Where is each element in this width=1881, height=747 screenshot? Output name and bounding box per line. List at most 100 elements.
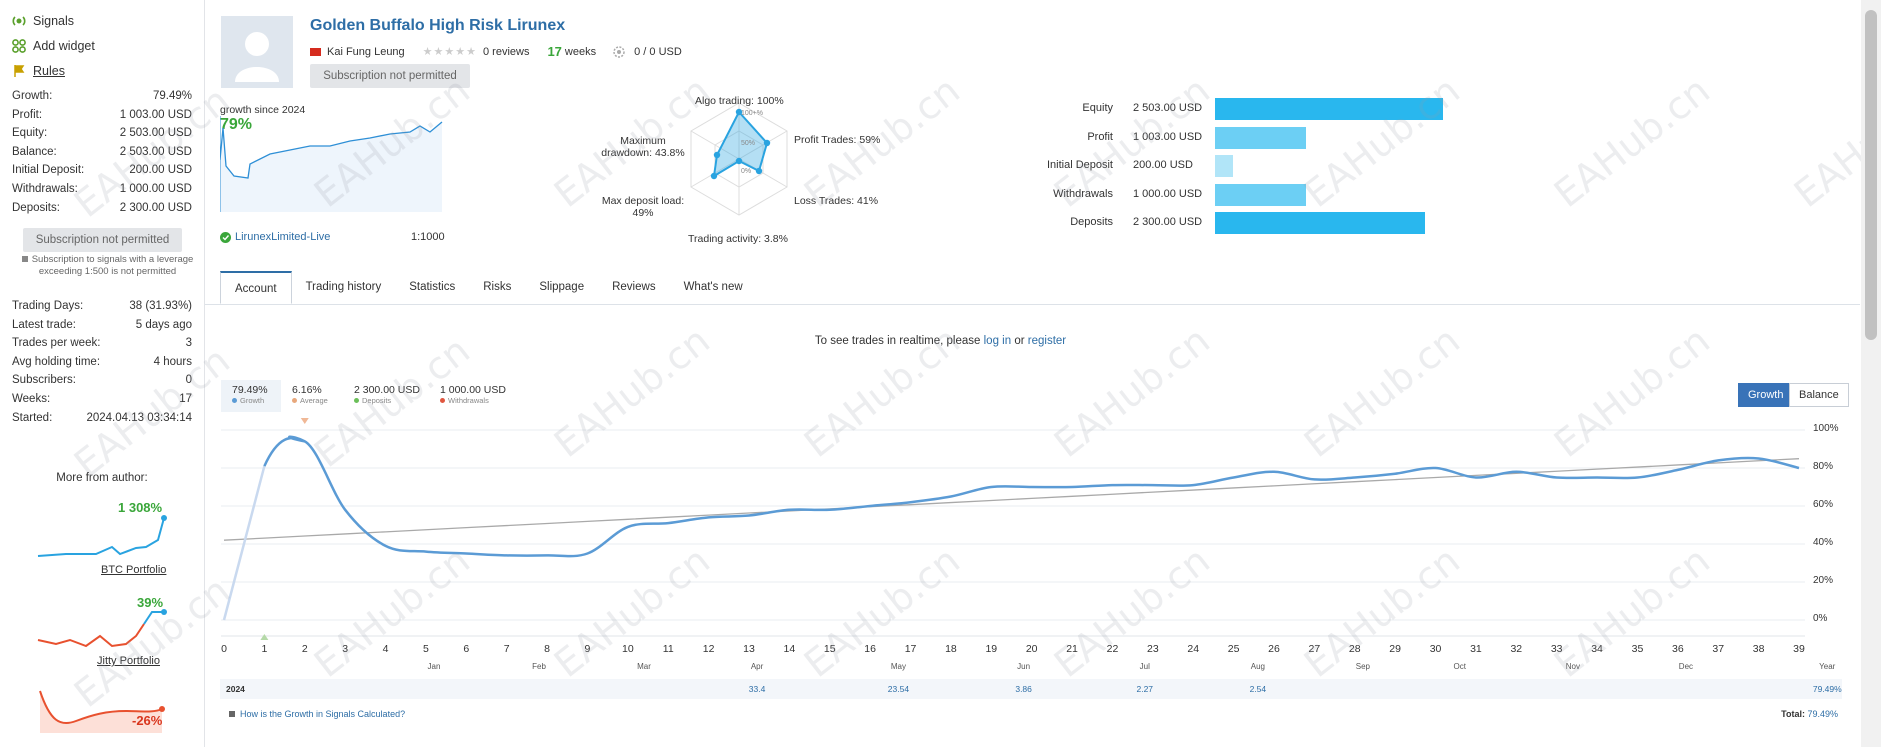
x-tick-label: 28 xyxy=(1348,643,1361,655)
bar-label-text-profit: Profit xyxy=(1087,130,1113,143)
bar-label-profit: Profit xyxy=(960,131,1113,145)
stat-value: 1 000.00 USD xyxy=(119,183,192,195)
legend-deposits-label: Deposits xyxy=(362,396,392,405)
leverage-note-text: Subscription to signals with a leverage … xyxy=(31,254,194,277)
leverage-value: 1:1000 xyxy=(411,231,445,243)
nav-signals[interactable]: Signals xyxy=(12,14,74,28)
x-tick-label: 23 xyxy=(1147,643,1159,655)
x-tick-label: 17 xyxy=(904,643,917,655)
balance-toggle-button[interactable]: Balance xyxy=(1789,383,1849,407)
growth-since-value: 79% xyxy=(220,116,253,133)
x-tick-label: 27 xyxy=(1308,643,1321,655)
radar-label-profit: Profit Trades: 59% xyxy=(794,134,881,146)
bar-label-text-deposits: Deposits xyxy=(1070,216,1113,228)
stat-row: Weeks: 17 xyxy=(12,393,192,405)
sidebar-subscribe-button[interactable]: Subscription not permitted xyxy=(23,228,182,252)
stat-label: Trading Days: xyxy=(12,300,84,312)
growth-since-label: growth since 2024 xyxy=(220,104,306,116)
author-name[interactable]: Kai Fung Leung xyxy=(327,45,405,58)
stat-value: 0 xyxy=(185,374,192,387)
copy-stats: 0 / 0 USD xyxy=(634,45,682,58)
tab-slippage[interactable]: Slippage xyxy=(539,281,585,293)
x-tick-label: 4 xyxy=(382,643,389,655)
rules-icon xyxy=(14,65,25,77)
weeks-label: weeks xyxy=(564,45,597,58)
user-silhouette-icon xyxy=(235,32,279,82)
stat-row: Balance: 2 503.00 USD xyxy=(12,146,192,158)
bar-label-text-initial-deposit: Initial Deposit xyxy=(1046,159,1113,171)
y-tick-label: 20% xyxy=(1813,575,1834,586)
x-tick-label: 38 xyxy=(1752,643,1765,655)
x-tick-label: 10 xyxy=(622,643,634,655)
x-tick-label: 1 xyxy=(261,643,268,655)
total-label: Total: xyxy=(1781,709,1805,719)
broker-link[interactable]: LirunexLimited-Live xyxy=(220,231,330,243)
legend-deposits[interactable]: 2 300.00 USD Deposits xyxy=(354,384,420,405)
sidebar: Signals Add widget Rules Growth: 79.49% Pr… xyxy=(0,0,205,747)
total-value: 79.49% xyxy=(1807,709,1838,719)
stat-label: Equity: xyxy=(12,127,48,140)
tab-account[interactable]: Account xyxy=(220,271,292,304)
bar-value-deposits: 2 300.00 USD xyxy=(1133,216,1203,228)
jitty-portfolio-sparkline[interactable] xyxy=(36,600,171,650)
legend-average[interactable]: 6.16% Average xyxy=(292,384,328,405)
header-subscribe-button[interactable]: Subscription not permitted xyxy=(310,64,470,88)
x-tick-label: 22 xyxy=(1106,643,1119,655)
x-tick-label: 36 xyxy=(1672,643,1684,655)
radar-label-algo: Algo trading: 100% xyxy=(695,95,784,107)
stat-value: 1 003.00 USD xyxy=(119,108,192,121)
tab-reviews[interactable]: Reviews xyxy=(612,281,656,293)
third-portfolio-sparkline[interactable] xyxy=(36,685,171,735)
weeks-number: 17 xyxy=(547,44,562,59)
growth-toggle-button[interactable]: Growth xyxy=(1738,383,1794,407)
legend-withdrawals-dot xyxy=(440,398,445,403)
reviews-count[interactable]: 0 reviews xyxy=(482,45,530,58)
register-link[interactable]: register xyxy=(1027,335,1067,347)
btc-portfolio-link[interactable]: BTC Portfolio xyxy=(101,564,167,576)
document-icon xyxy=(229,711,235,717)
month-label: Oct xyxy=(1453,662,1466,671)
x-tick-label: 19 xyxy=(985,643,998,655)
nav-add-widget[interactable]: Add widget xyxy=(12,39,95,53)
third-sparkline-fill xyxy=(40,691,162,733)
tab-whats-new[interactable]: What's new xyxy=(683,281,743,293)
page-scrollbar[interactable] xyxy=(1861,0,1881,747)
mini-chart-fill xyxy=(220,122,442,212)
tab-statistics[interactable]: Statistics xyxy=(409,281,456,293)
info-icon xyxy=(21,256,28,262)
tab-trading-history[interactable]: Trading history xyxy=(305,281,382,293)
tab-risks[interactable]: Risks xyxy=(483,281,512,293)
copy-gear-icon xyxy=(613,45,625,58)
legend-deposits-dot xyxy=(354,398,359,403)
bar-value-initial-deposit: 200.00 USD xyxy=(1133,159,1193,171)
x-tick-label: 9 xyxy=(584,643,591,655)
legend-withdrawals[interactable]: 1 000.00 USD Withdrawals xyxy=(440,384,506,405)
deposit-marker xyxy=(260,634,269,640)
jitty-portfolio-link[interactable]: Jitty Portfolio xyxy=(97,655,160,667)
x-tick-label: 39 xyxy=(1793,643,1805,655)
month-label: Nov xyxy=(1565,662,1580,671)
stat-value: 2 503.00 USD xyxy=(119,145,192,158)
stat-value: 200.00 USD xyxy=(129,164,192,177)
y-tick-label: 0% xyxy=(1813,613,1828,624)
signal-title[interactable]: Golden Buffalo High Risk Lirunex xyxy=(310,17,566,34)
x-tick-label: 26 xyxy=(1268,643,1280,655)
radar-point-deposit-load xyxy=(710,172,718,180)
nav-rules[interactable]: Rules xyxy=(12,64,65,78)
nav-signals-label: Signals xyxy=(33,14,74,28)
month-label: Aug xyxy=(1250,662,1265,671)
x-tick-label: 33 xyxy=(1550,643,1563,655)
mini-growth-chart[interactable] xyxy=(220,116,446,212)
legend-average-dot xyxy=(292,398,297,403)
login-link[interactable]: log in xyxy=(983,335,1012,347)
nav-add-widget-label: Add widget xyxy=(33,39,95,53)
btc-portfolio-sparkline[interactable] xyxy=(36,510,171,560)
stat-label: Withdrawals: xyxy=(12,183,78,195)
third-sparkline-path xyxy=(39,690,163,725)
realtime-text: To see trades in realtime, please xyxy=(814,335,981,347)
legend-growth[interactable]: 79.49% Growth xyxy=(232,384,268,405)
radar-axis-profit xyxy=(738,130,788,160)
growth-calculation-link[interactable]: How is the Growth in Signals Calculated? xyxy=(229,709,405,719)
scrollbar-thumb[interactable] xyxy=(1865,10,1877,340)
